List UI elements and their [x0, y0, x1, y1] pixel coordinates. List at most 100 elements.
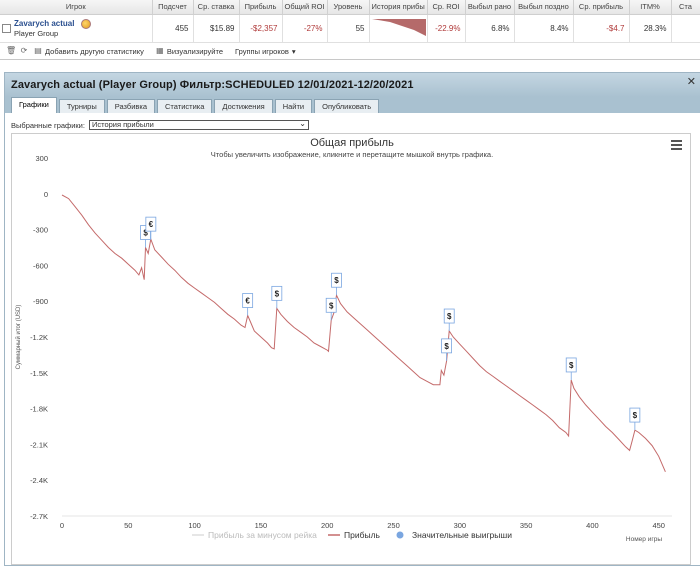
tab-breakdown[interactable]: Разбивка	[106, 99, 156, 113]
profit-series-line	[61, 194, 666, 472]
visualize-button[interactable]: ▦ Визуализируйте	[156, 47, 223, 56]
legend-swatch	[396, 531, 404, 539]
panel-header: Zavarych actual (Player Group) Фильтр:SC…	[5, 73, 700, 97]
big-win-marker-symbol: $	[569, 361, 574, 370]
col-header-total-roi[interactable]: Общий ROI	[282, 0, 328, 15]
x-tick-label: 50	[124, 521, 132, 530]
tab-find[interactable]: Найти	[274, 99, 313, 113]
player-groups-label: Группы игроков	[235, 46, 289, 56]
x-tick-label: 350	[520, 521, 533, 530]
visualize-label: Визуализируйте	[166, 46, 223, 56]
big-win-marker-symbol: $	[447, 312, 452, 321]
col-header-avg-profit[interactable]: Ср. прибыль	[573, 0, 630, 15]
x-tick-label: 300	[454, 521, 467, 530]
big-win-marker-box	[242, 293, 254, 308]
col-header-stake[interactable]: Ста	[671, 0, 700, 15]
late-out-value: 8.4%	[514, 14, 574, 43]
add-stat-button[interactable]: ▤ Добавить другую статистику	[34, 47, 144, 56]
legend-item-label: Значительные выигрыши	[412, 530, 512, 540]
big-win-marker-box	[271, 285, 283, 301]
y-tick-label: -900	[33, 297, 48, 306]
player-group-label: Player Group	[14, 28, 59, 38]
col-header-count[interactable]: Подсчет	[152, 0, 194, 15]
stake-col-value	[671, 14, 700, 43]
tab-achievements[interactable]: Достижения	[214, 99, 273, 113]
row-checkbox[interactable]	[2, 23, 11, 33]
col-header-avg-roi[interactable]: Ср. ROI	[427, 0, 466, 15]
col-header-level[interactable]: Уровень	[327, 0, 370, 15]
col-header-late-out[interactable]: Выбыл поздно	[514, 0, 574, 15]
table-row[interactable]: Zavarych actual Player Group 455 $15.89 …	[0, 14, 700, 43]
profit-history-sparkline	[371, 19, 426, 36]
chart-title: Общая прибыль	[310, 137, 394, 149]
y-tick-label: -600	[33, 261, 48, 270]
panel-title: Zavarych actual (Player Group) Фильтр:SC…	[11, 79, 414, 91]
x-tick-label: 200	[321, 521, 334, 530]
big-win-marker-box	[145, 216, 157, 232]
big-win-marker-symbol: $	[444, 342, 449, 351]
graph-select[interactable]: История прибыли ⌄	[88, 119, 309, 130]
profit-history-sparkline-cell	[369, 14, 428, 43]
legend-item-label: Прибыль за минусом рейка	[208, 530, 317, 540]
player-name-link[interactable]: Zavarych actual	[14, 18, 75, 28]
legend-item-label: Прибыль	[344, 530, 381, 540]
x-tick-label: 400	[586, 521, 599, 530]
chevron-down-icon: ⌄	[299, 119, 306, 128]
big-win-marker-symbol: $	[143, 229, 148, 238]
chart-subtitle: Чтобы увеличить изображение, кликните и …	[211, 150, 493, 159]
big-win-marker-box	[565, 357, 577, 373]
player-groups-dropdown[interactable]: Группы игроков ▾	[235, 47, 296, 56]
avg-profit-value: -$4.7	[573, 14, 630, 43]
stats-table: Игрок Подсчет Ср. ставка Прибыль Общий R…	[0, 0, 700, 43]
selected-graphs-label: Выбранные графики:	[11, 120, 85, 130]
tab-statistics[interactable]: Статистика	[157, 99, 213, 113]
total-roi-value: -27%	[282, 14, 328, 43]
chart-icon: ▦	[156, 46, 164, 55]
itm-value: 28.3%	[629, 14, 672, 43]
panel-tabs: Графики Турниры Разбивка Статистика Дост…	[5, 97, 700, 113]
big-win-marker-box	[325, 297, 337, 313]
col-header-early-out[interactable]: Выбыл рано	[465, 0, 515, 15]
col-header-player[interactable]: Игрок	[0, 0, 153, 15]
x-tick-label: 100	[188, 521, 201, 530]
col-header-profit-history[interactable]: История прибы	[369, 0, 428, 15]
x-tick-label: 450	[652, 521, 665, 530]
tab-tournaments[interactable]: Турниры	[58, 99, 105, 113]
early-out-value: 6.8%	[465, 14, 515, 43]
graph-select-row: Выбранные графики: История прибыли ⌄	[11, 120, 309, 130]
big-win-marker-symbol: €	[245, 297, 250, 306]
player-details-panel: Zavarych actual (Player Group) Фильтр:SC…	[4, 72, 700, 566]
big-win-marker-symbol: $	[334, 276, 339, 285]
player-group-icon	[80, 18, 91, 29]
hamburger-menu-icon[interactable]	[671, 140, 682, 150]
y-tick-label: -2.4K	[30, 476, 48, 485]
y-tick-label: 300	[35, 154, 48, 163]
tab-publish[interactable]: Опубликовать	[314, 99, 380, 113]
big-win-marker-box	[443, 308, 455, 324]
col-header-itm[interactable]: ITM%	[629, 0, 672, 15]
refresh-icon[interactable]: ⟳	[20, 46, 28, 55]
col-header-avg-stake[interactable]: Ср. ставка	[193, 0, 240, 15]
y-tick-label: -1.2K	[30, 333, 48, 342]
level-value: 55	[327, 14, 370, 43]
player-cell: Zavarych actual Player Group	[0, 14, 153, 43]
x-tick-label: 150	[255, 521, 268, 530]
big-win-marker-symbol: $	[329, 301, 334, 310]
y-tick-label: -1.5K	[30, 369, 48, 378]
big-win-marker-symbol: $	[275, 289, 280, 298]
profit-chart-container[interactable]: Общая прибыль Чтобы увеличить изображение…	[11, 133, 691, 565]
y-tick-label: -2.7K	[30, 512, 48, 521]
x-tick-label: 250	[387, 521, 400, 530]
big-win-marker-box	[331, 272, 342, 288]
add-column-icon: ▤	[34, 46, 42, 55]
y-axis-label: Суммарный итог (USD)	[15, 305, 22, 370]
close-icon[interactable]: ✕	[686, 76, 696, 88]
x-tick-label: 0	[60, 521, 64, 530]
profit-value: -$2,357	[239, 14, 283, 43]
col-header-profit[interactable]: Прибыль	[239, 0, 283, 15]
y-tick-label: -1.8K	[30, 405, 48, 414]
stats-header-row: Игрок Подсчет Ср. ставка Прибыль Общий R…	[0, 0, 700, 15]
tab-graphs[interactable]: Графики	[11, 97, 57, 113]
trash-icon[interactable]: 🗑	[6, 46, 17, 55]
